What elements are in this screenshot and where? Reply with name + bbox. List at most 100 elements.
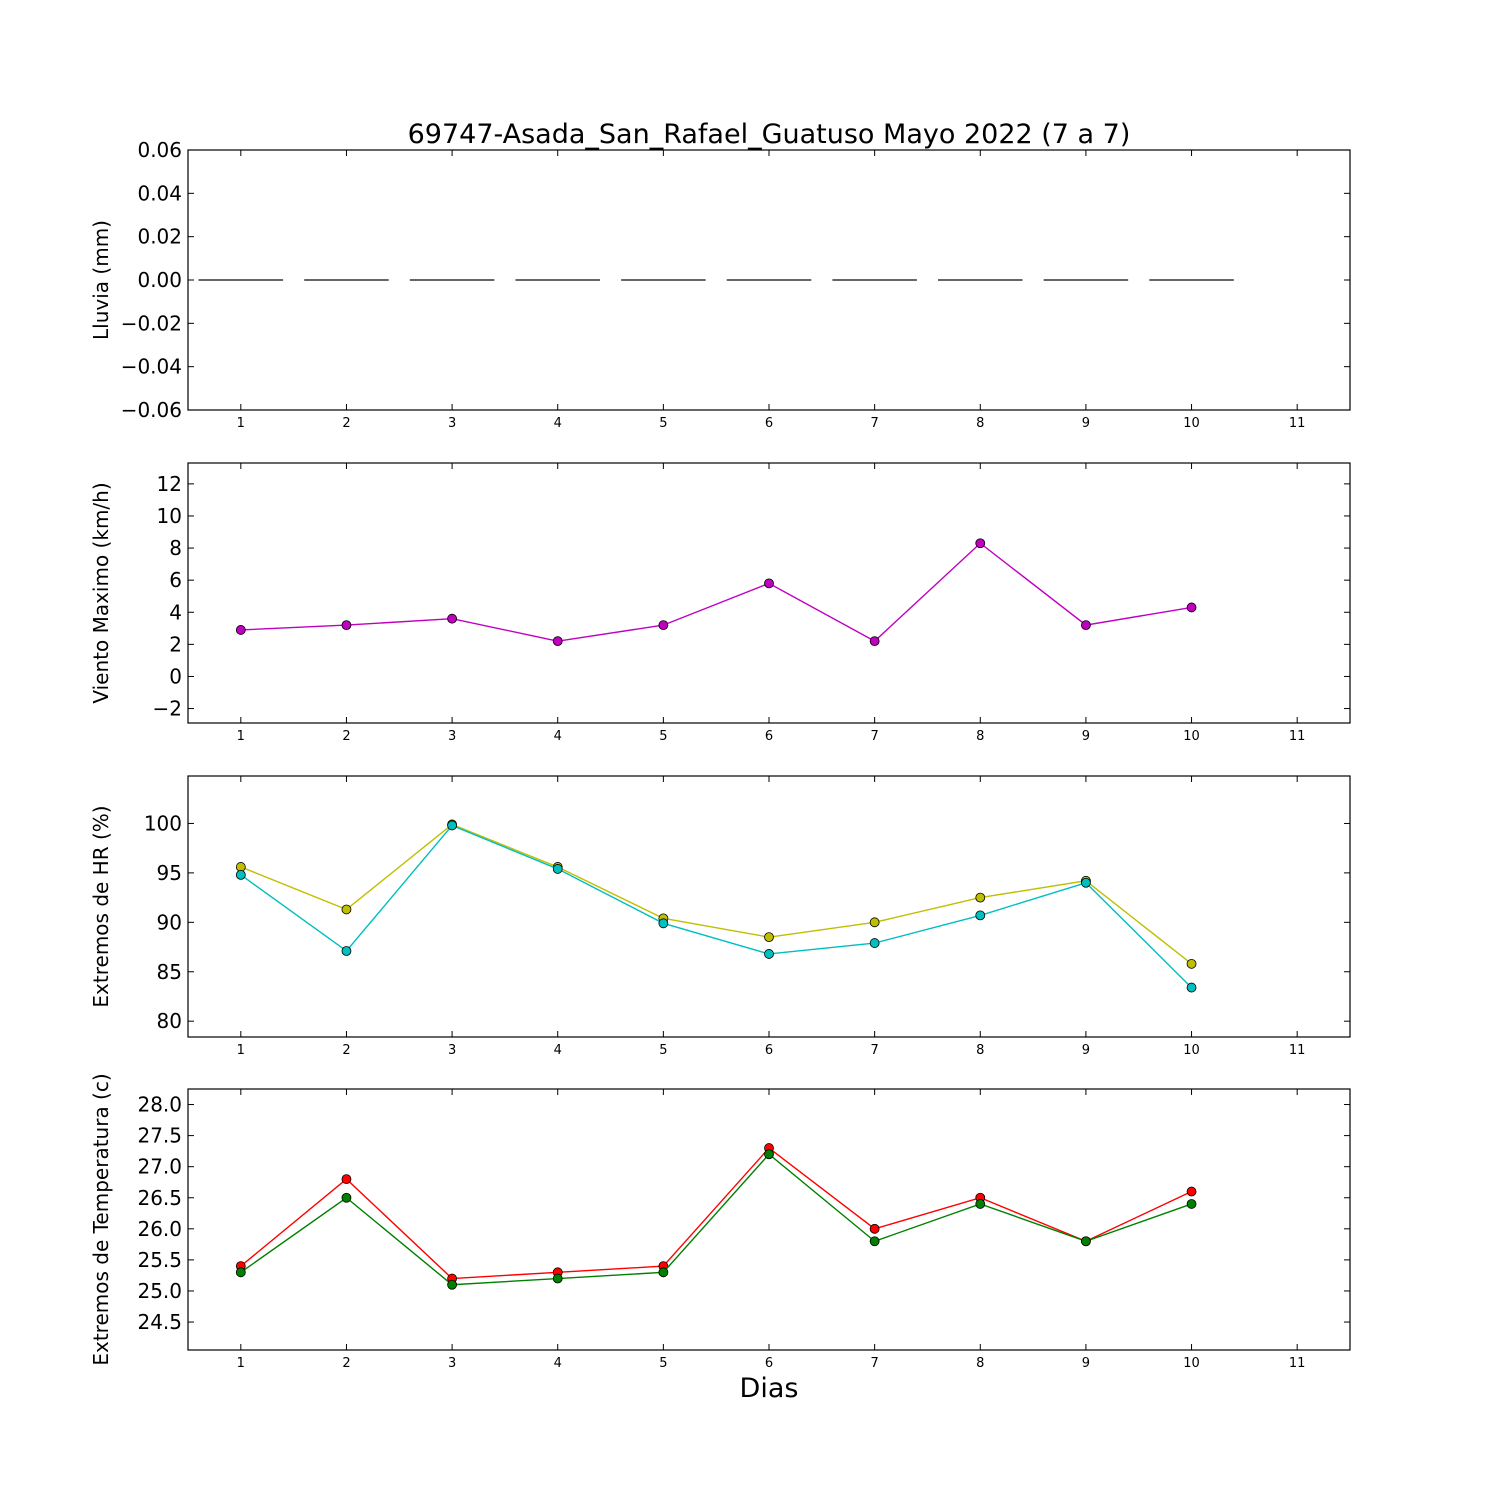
data-point bbox=[552, 636, 563, 647]
x-tick-label: 5 bbox=[659, 729, 667, 744]
data-point bbox=[1081, 1236, 1091, 1247]
rain-panel: 0.06 0.04 0.02 0.00 −0.02 −0.04 −0.06 1 2 3 4 5 6 7 8 9… bbox=[89, 138, 1351, 431]
data-point bbox=[235, 869, 246, 880]
x-tick-label: 1 bbox=[237, 1356, 245, 1371]
y-tick-label: 25.5 bbox=[137, 1248, 182, 1272]
x-tick-label: 9 bbox=[1082, 1043, 1090, 1058]
rain-bar bbox=[409, 279, 495, 281]
x-tick-label: 3 bbox=[448, 1043, 456, 1058]
x-tick-label: 10 bbox=[1183, 416, 1200, 431]
data-point bbox=[658, 1267, 669, 1278]
temperature-panel: 28.0 27.5 27.0 26.5 26.0 25.5 25.0 24.5 1 2 3 4 5 6 7 8… bbox=[89, 1073, 1351, 1371]
y-tick-label: 25.0 bbox=[137, 1279, 182, 1303]
y-tick-label: 85 bbox=[157, 960, 182, 984]
data-point bbox=[869, 1223, 880, 1234]
x-tick-label: 3 bbox=[448, 1356, 456, 1371]
data-point bbox=[975, 1199, 986, 1209]
y-tick-label: 26.5 bbox=[137, 1186, 182, 1210]
x-tick-label: 7 bbox=[870, 729, 878, 744]
y-tick-label: 100 bbox=[144, 811, 182, 835]
x-tick-label: 9 bbox=[1082, 729, 1090, 744]
data-point bbox=[869, 636, 880, 647]
panels: 0.060.040.020.00−0.02−0.04−0.061 2 3 4 5 6 7 8 9… bbox=[89, 138, 1351, 1371]
data-point bbox=[1186, 1199, 1197, 1209]
data-point bbox=[341, 1192, 352, 1203]
plot-frame bbox=[187, 462, 1351, 724]
y-tick-label: 95 bbox=[157, 861, 182, 885]
data-point bbox=[658, 918, 669, 929]
y-tick-label: 27.0 bbox=[137, 1155, 182, 1179]
x-axis-label: Dias bbox=[740, 1373, 799, 1404]
data-point bbox=[235, 625, 246, 635]
x-tick-label: 2 bbox=[342, 729, 350, 744]
x-tick-label: 8 bbox=[976, 729, 984, 744]
data-point bbox=[552, 864, 563, 874]
y-tick-label: 0.00 bbox=[137, 268, 182, 292]
data-point bbox=[658, 620, 669, 630]
data-point bbox=[869, 1236, 880, 1247]
y-tick-label: 10 bbox=[157, 504, 182, 528]
y-tick-label: 24.5 bbox=[137, 1310, 182, 1334]
x-tick-label: 8 bbox=[976, 1043, 984, 1058]
data-point bbox=[1186, 1186, 1197, 1197]
x-tick-label: 11 bbox=[1289, 1043, 1306, 1058]
data-point bbox=[764, 578, 774, 589]
y-tick-label: 0.06 bbox=[137, 138, 182, 162]
x-tick-label: 5 bbox=[659, 1356, 667, 1371]
rain-bar bbox=[198, 279, 284, 281]
rain-bar bbox=[938, 279, 1023, 281]
y-tick-label: 4 bbox=[169, 600, 182, 624]
y-axis-label: Extremos de Temperatura (c) bbox=[89, 1073, 113, 1365]
data-point bbox=[1081, 620, 1091, 630]
y-axis-label: Viento Maximo (km/h) bbox=[89, 482, 113, 703]
y-tick-label: 6 bbox=[169, 568, 182, 592]
x-tick-label: 10 bbox=[1183, 729, 1200, 744]
x-tick-label: 2 bbox=[342, 1043, 350, 1058]
x-tick-label: 8 bbox=[976, 416, 984, 431]
x-tick-label: 11 bbox=[1289, 729, 1306, 744]
plot-frame bbox=[187, 775, 1351, 1038]
data-point bbox=[764, 949, 774, 959]
x-tick-label: 3 bbox=[448, 416, 456, 431]
data-point bbox=[869, 917, 880, 928]
data-point bbox=[341, 620, 352, 630]
x-tick-label: 10 bbox=[1183, 1043, 1200, 1058]
rain-bar bbox=[832, 279, 917, 281]
rain-bar bbox=[1149, 279, 1234, 281]
y-tick-label: −0.02 bbox=[121, 311, 182, 335]
x-tick-label: 4 bbox=[554, 1356, 562, 1371]
plot-frame bbox=[187, 1088, 1351, 1351]
y-tick-label: 8 bbox=[169, 536, 182, 560]
x-tick-label: 7 bbox=[870, 416, 878, 431]
data-point bbox=[764, 932, 774, 943]
x-tick-label: 2 bbox=[342, 416, 350, 431]
data-point bbox=[447, 820, 457, 831]
series-line-0 bbox=[240, 1147, 1192, 1280]
data-point bbox=[764, 1149, 774, 1160]
x-tick-label: 6 bbox=[765, 729, 773, 744]
y-axis-label: Extremos de HR (%) bbox=[89, 805, 113, 1007]
chart-title: 69747-Asada_San_Rafael_Guatuso Mayo 2022… bbox=[408, 119, 1131, 150]
x-tick-label: 8 bbox=[976, 1356, 984, 1371]
data-point bbox=[341, 1174, 352, 1185]
series-line-0 bbox=[240, 823, 1192, 965]
data-point bbox=[975, 538, 986, 549]
y-tick-label: 27.5 bbox=[137, 1124, 182, 1148]
x-tick-label: 9 bbox=[1082, 1356, 1090, 1371]
x-tick-label: 7 bbox=[870, 1043, 878, 1058]
data-point bbox=[552, 1273, 563, 1284]
series-line-0 bbox=[240, 542, 1192, 643]
x-tick-label: 6 bbox=[765, 416, 773, 431]
data-point bbox=[235, 1267, 246, 1278]
y-tick-label: −0.04 bbox=[121, 355, 182, 379]
x-tick-label: 3 bbox=[448, 729, 456, 744]
data-point bbox=[1186, 958, 1197, 969]
x-tick-label: 1 bbox=[237, 729, 245, 744]
x-tick-label: 6 bbox=[765, 1043, 773, 1058]
data-point bbox=[447, 1279, 457, 1290]
y-axis-label: Lluvia (mm) bbox=[89, 220, 113, 340]
rain-bar bbox=[1043, 279, 1129, 281]
data-point bbox=[975, 892, 986, 903]
x-tick-label: 11 bbox=[1289, 1356, 1306, 1371]
